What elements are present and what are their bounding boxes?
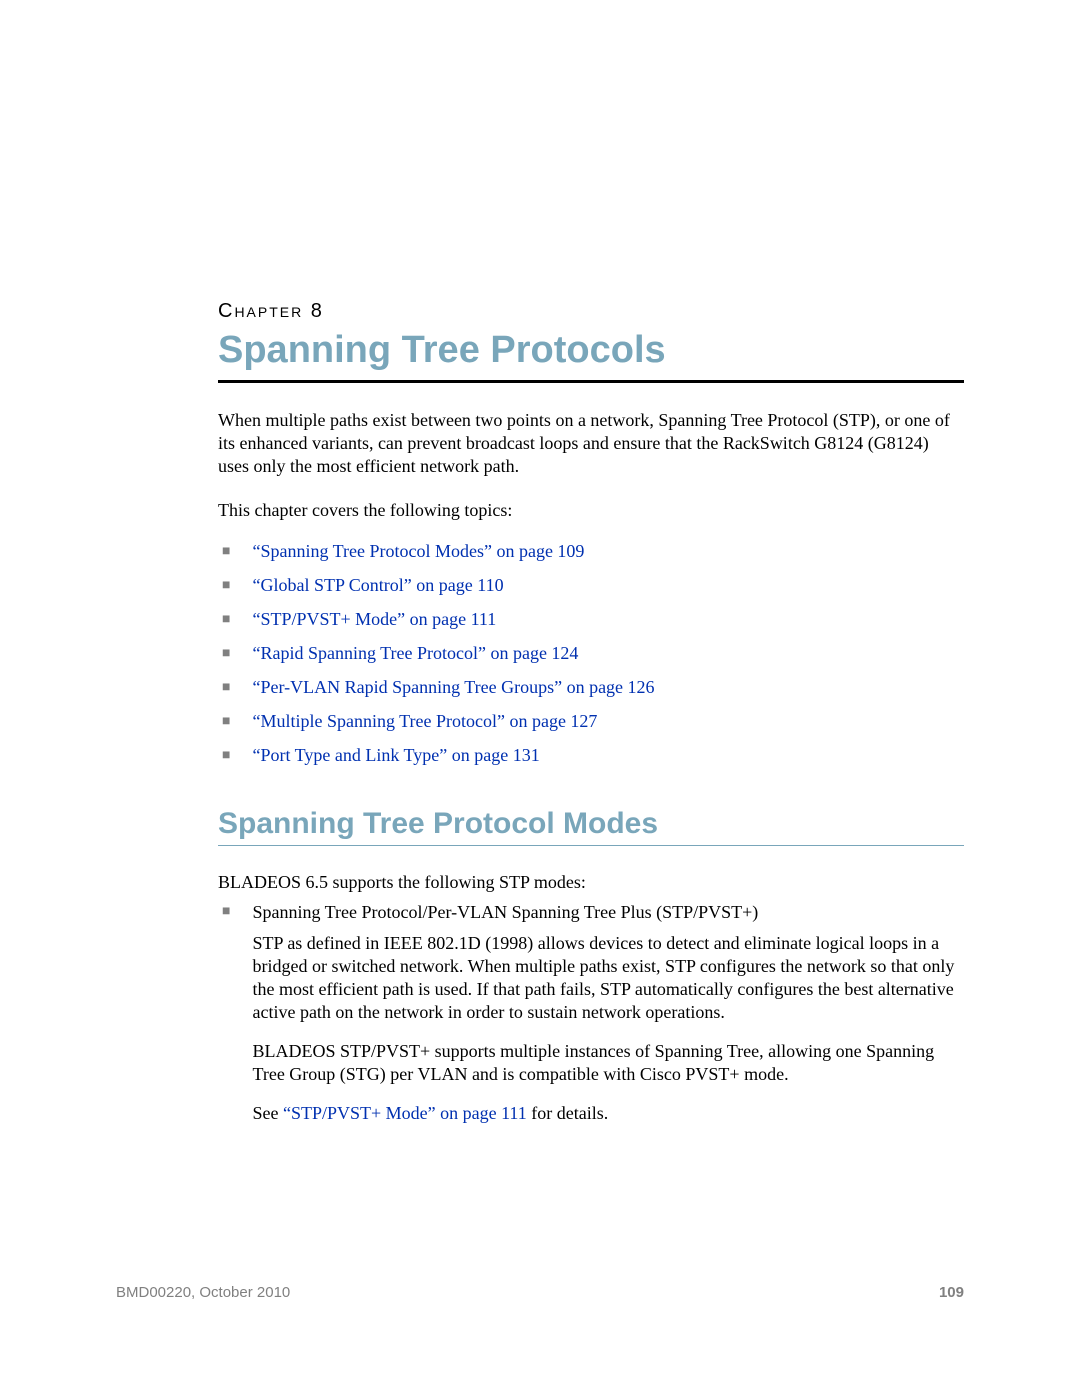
toc-item: ■ “Spanning Tree Protocol Modes” on page … [222,541,964,563]
modes-intro: BLADEOS 6.5 supports the following STP m… [218,872,964,893]
toc-item: ■ “Global STP Control” on page 110 [222,575,964,597]
toc-link[interactable]: “Global STP Control” on page 110 [252,575,503,597]
square-bullet-icon: ■ [222,643,230,665]
section-title: Spanning Tree Protocol Modes [218,807,964,841]
toc-link[interactable]: “STP/PVST+ Mode” on page 111 [252,609,496,631]
toc-item: ■ “STP/PVST+ Mode” on page 111 [222,609,964,631]
chapter-rule [218,380,964,383]
mode-see-also: See “STP/PVST+ Mode” on page 111 for det… [252,1102,964,1125]
square-bullet-icon: ■ [222,901,230,923]
toc-link[interactable]: “Spanning Tree Protocol Modes” on page 1… [252,541,584,563]
mode-item: ■ Spanning Tree Protocol/Per-VLAN Spanni… [222,901,964,1141]
inline-link[interactable]: “STP/PVST+ Mode” on page 111 [283,1103,527,1123]
see-suffix: for details. [527,1103,608,1123]
toc-list: ■ “Spanning Tree Protocol Modes” on page … [218,541,964,767]
toc-item: ■ “Multiple Spanning Tree Protocol” on pa… [222,711,964,733]
toc-link[interactable]: “Rapid Spanning Tree Protocol” on page 1… [252,643,578,665]
toc-link[interactable]: “Multiple Spanning Tree Protocol” on pag… [252,711,597,733]
section-rule [218,845,964,846]
mode-heading: Spanning Tree Protocol/Per-VLAN Spanning… [252,901,964,924]
intro-paragraph: When multiple paths exist between two po… [218,409,964,478]
topics-intro: This chapter covers the following topics… [218,500,964,521]
toc-link[interactable]: “Port Type and Link Type” on page 131 [252,745,539,767]
square-bullet-icon: ■ [222,575,230,597]
square-bullet-icon: ■ [222,711,230,733]
chapter-title: Spanning Tree Protocols [218,329,964,372]
mode-paragraph: STP as defined in IEEE 802.1D (1998) all… [252,932,964,1024]
square-bullet-icon: ■ [222,745,230,767]
chapter-label: Chapter 8 [218,300,964,323]
toc-item: ■ “Rapid Spanning Tree Protocol” on page … [222,643,964,665]
square-bullet-icon: ■ [222,609,230,631]
footer-doc-id: BMD00220, October 2010 [116,1284,290,1301]
square-bullet-icon: ■ [222,677,230,699]
footer-page-number: 109 [939,1284,964,1301]
toc-item: ■ “Port Type and Link Type” on page 131 [222,745,964,767]
see-prefix: See [252,1103,283,1123]
modes-list: ■ Spanning Tree Protocol/Per-VLAN Spanni… [218,901,964,1141]
square-bullet-icon: ■ [222,541,230,563]
page-footer: BMD00220, October 2010 109 [116,1284,964,1301]
page-content: Chapter 8 Spanning Tree Protocols When m… [0,0,1080,1141]
toc-link[interactable]: “Per-VLAN Rapid Spanning Tree Groups” on… [252,677,654,699]
mode-paragraph: BLADEOS STP/PVST+ supports multiple inst… [252,1040,964,1086]
toc-item: ■ “Per-VLAN Rapid Spanning Tree Groups” o… [222,677,964,699]
mode-content: Spanning Tree Protocol/Per-VLAN Spanning… [252,901,964,1141]
